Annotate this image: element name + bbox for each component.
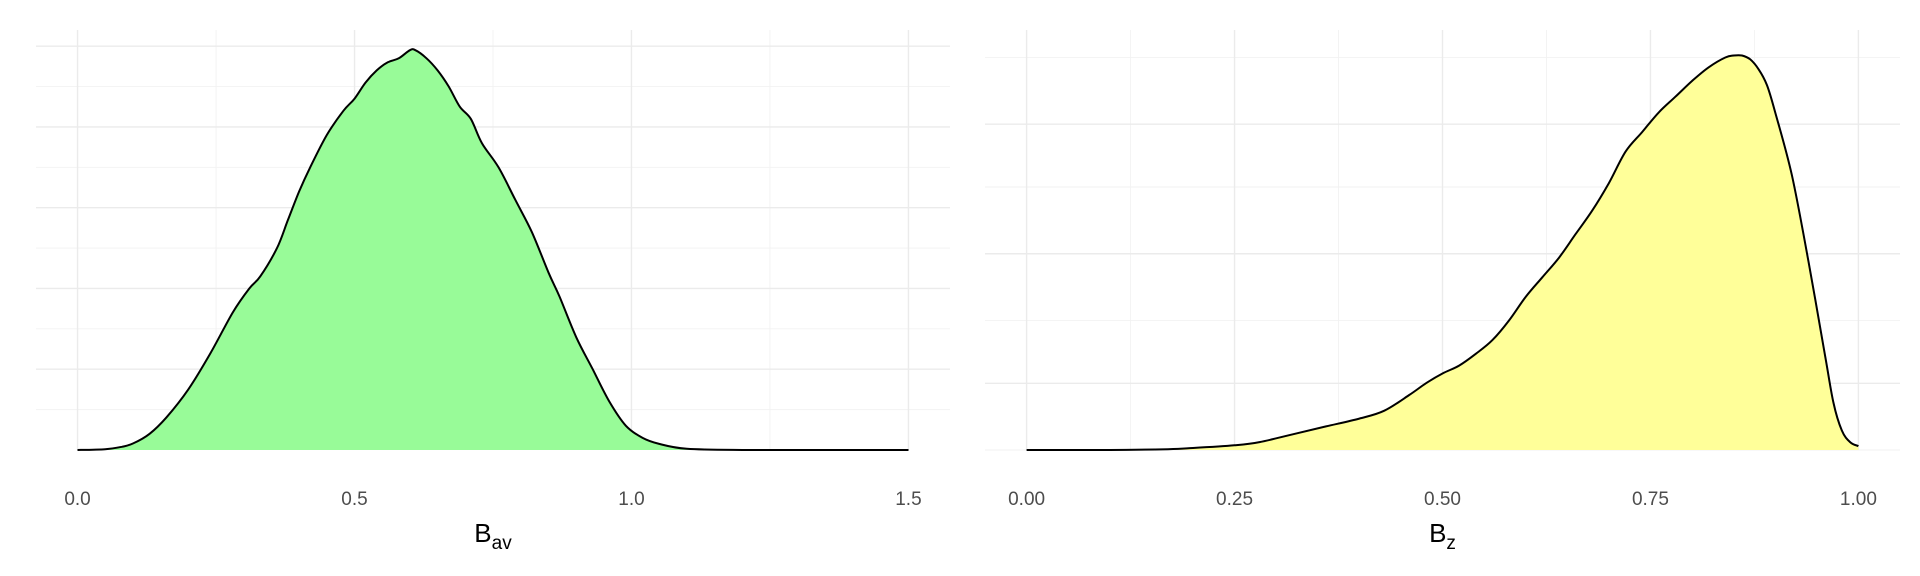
bav-x-axis-title-main: B — [474, 518, 491, 548]
bz-x-tick-label: 0.50 — [1424, 489, 1461, 510]
bav-x-tick-label: 1.0 — [618, 489, 644, 510]
bz-x-tick-label: 0.75 — [1632, 489, 1669, 510]
bz-x-axis-title-sub: z — [1446, 533, 1456, 554]
bav-x-axis-title-sub: av — [492, 533, 513, 554]
bz-x-tick-labels: 0.00 0.25 0.50 0.75 1.00 — [1008, 489, 1877, 510]
bz-x-axis-title: Bz — [1429, 518, 1456, 554]
bz-x-tick-label: 0.25 — [1216, 489, 1253, 510]
panel-bav: 0.0 0.5 1.0 1.5 Bav — [36, 30, 950, 554]
bz-x-tick-label: 0.00 — [1008, 489, 1045, 510]
bz-density-curve — [1026, 54, 1859, 452]
bav-x-axis-title: Bav — [474, 518, 512, 554]
bz-density-area — [1026, 55, 1859, 451]
bav-x-tick-label: 0.5 — [341, 489, 367, 510]
bz-x-tick-label: 1.00 — [1840, 489, 1877, 510]
bav-density-area — [77, 49, 909, 451]
bav-x-tick-label: 0.0 — [64, 489, 90, 510]
bav-density-curve — [77, 48, 909, 452]
bav-x-tick-labels: 0.0 0.5 1.0 1.5 — [64, 489, 921, 510]
bz-x-axis-title-main: B — [1429, 518, 1446, 548]
panel-bz: 0.00 0.25 0.50 0.75 1.00 Bz — [985, 30, 1900, 554]
bav-x-tick-label: 1.5 — [895, 489, 921, 510]
